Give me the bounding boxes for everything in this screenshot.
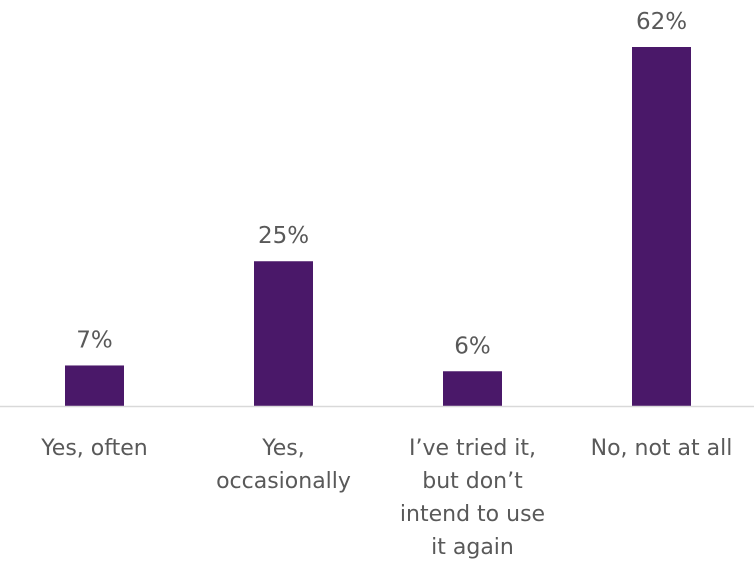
value-labels-group: 7% 25% 6% 62% — [76, 9, 687, 359]
category-label-2-line-2: intend to use — [400, 502, 545, 527]
category-label-2-line-1: but don’t — [422, 469, 523, 494]
data-label-2: 6% — [454, 333, 491, 359]
category-label-1-line-0: Yes, — [261, 436, 305, 461]
category-label-2: I’ve tried it, but don’t intend to use it a… — [400, 436, 545, 560]
data-label-0: 7% — [76, 327, 113, 353]
category-label-0: Yes, often — [40, 436, 147, 461]
category-label-1: Yes, occasionally — [216, 436, 351, 494]
category-label-0-line-0: Yes, often — [40, 436, 147, 461]
bar-1 — [254, 261, 313, 406]
category-label-2-line-3: it again — [431, 535, 514, 560]
bar-0 — [65, 365, 124, 406]
bars-group — [65, 47, 691, 406]
category-label-3: No, not at all — [591, 436, 733, 461]
data-label-1: 25% — [258, 223, 309, 249]
category-labels-group: Yes, often Yes, occasionally I’ve tried it,… — [40, 436, 732, 560]
category-label-2-line-0: I’ve tried it, — [409, 436, 536, 461]
bar-3 — [632, 47, 691, 406]
bar-2 — [443, 371, 502, 406]
data-label-3: 62% — [636, 9, 687, 35]
category-label-3-line-0: No, not at all — [591, 436, 733, 461]
category-label-1-line-1: occasionally — [216, 469, 351, 494]
